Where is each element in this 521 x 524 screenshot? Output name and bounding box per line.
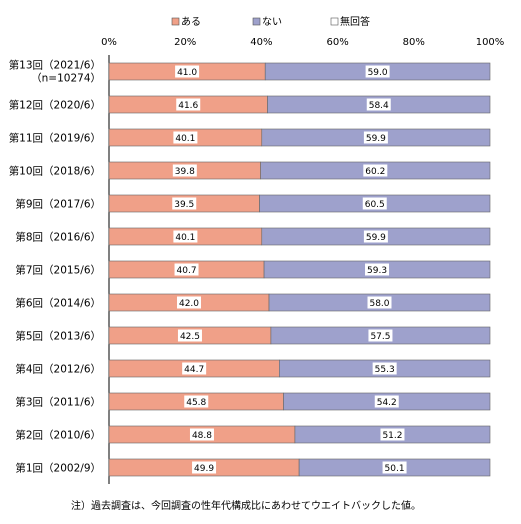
data-label: 40.7	[177, 266, 197, 276]
data-label-bg	[368, 329, 393, 342]
data-label-bg	[184, 395, 209, 408]
data-label: 40.1	[175, 134, 195, 144]
category-label: 第2回（2010/6）	[15, 429, 101, 442]
category-label: 第13回（2021/6）（n=10274）	[9, 59, 101, 85]
x-tick-label: 40%	[250, 37, 272, 48]
data-label: 59.3	[367, 266, 387, 276]
x-axis-ticks: 0% 20% 40% 60% 80% 100%	[101, 37, 504, 48]
data-label: 59.9	[366, 233, 386, 243]
category-label-line: 第10回（2018/6）	[9, 165, 101, 178]
data-label-bg	[366, 98, 391, 111]
footnote: 注）過去調査は、今回調査の性年代構成比にあわせてウエイトバックした値。	[71, 499, 421, 512]
data-label-bg	[365, 263, 390, 276]
category-label-line: 第5回（2013/6）	[15, 330, 101, 343]
data-label-bg	[192, 461, 217, 474]
data-label-bg	[382, 461, 407, 474]
category-label-line: 第2回（2010/6）	[15, 429, 101, 442]
category-label: 第9回（2017/6）	[15, 198, 101, 211]
data-label: 44.7	[184, 365, 204, 375]
x-tick-label: 60%	[326, 37, 348, 48]
data-label: 50.1	[385, 464, 405, 474]
legend-swatch-1	[252, 17, 261, 26]
legend-swatch-0	[171, 17, 180, 26]
data-label: 51.2	[382, 431, 402, 441]
data-label-bg	[175, 65, 200, 78]
data-label-bg	[182, 362, 207, 375]
data-label: 49.9	[194, 464, 214, 474]
data-label-bg	[176, 98, 201, 111]
category-label: 第12回（2020/6）	[9, 99, 101, 112]
data-label: 40.1	[175, 233, 195, 243]
x-tick-label: 0%	[101, 37, 117, 48]
data-label-bg	[172, 197, 197, 210]
category-label-line: 第13回（2021/6）	[9, 59, 101, 72]
category-label-line: 第12回（2020/6）	[9, 99, 101, 112]
data-label: 42.5	[180, 332, 200, 342]
data-label: 59.9	[366, 134, 386, 144]
legend-label-2: 無回答	[340, 15, 370, 28]
data-label: 41.0	[177, 68, 197, 78]
data-label: 48.8	[192, 431, 212, 441]
category-label-line: （n=10274）	[31, 73, 101, 85]
category-label-line: 第9回（2017/6）	[15, 198, 101, 211]
legend-label-1: ない	[262, 16, 282, 28]
category-label: 第11回（2019/6）	[9, 132, 101, 145]
x-tick-label: 100%	[476, 37, 505, 48]
data-label: 60.5	[365, 200, 385, 210]
data-label: 41.6	[178, 101, 198, 111]
data-label-bg	[172, 164, 197, 177]
data-label-bg	[363, 230, 388, 243]
data-label-bg	[177, 329, 202, 342]
category-label: 第7回（2015/6）	[15, 264, 101, 277]
category-label: 第8回（2016/6）	[15, 231, 101, 244]
category-label: 第5回（2013/6）	[15, 330, 101, 343]
data-label-bg	[363, 164, 388, 177]
data-label: 42.0	[179, 299, 199, 309]
data-label-bg	[380, 428, 405, 441]
category-label-line: 第7回（2015/6）	[15, 264, 101, 277]
data-label: 45.8	[186, 398, 206, 408]
data-label-bg	[365, 65, 390, 78]
data-label-bg	[362, 197, 387, 210]
category-label-line: 第11回（2019/6）	[9, 132, 101, 145]
category-label: 第4回（2012/6）	[15, 363, 101, 376]
data-label: 59.0	[368, 68, 388, 78]
data-label-bg	[173, 131, 198, 144]
data-label: 39.8	[175, 167, 195, 177]
data-label: 55.3	[375, 365, 395, 375]
data-label-bg	[367, 296, 392, 309]
data-label-bg	[173, 230, 198, 243]
data-label: 54.2	[377, 398, 397, 408]
x-tick-label: 20%	[174, 37, 196, 48]
category-label-line: 第1回（2002/9）	[15, 462, 101, 475]
category-label-line: 第4回（2012/6）	[15, 363, 101, 376]
category-label: 第6回（2014/6）	[15, 297, 101, 310]
data-label: 58.0	[369, 299, 389, 309]
legend: ある ない 無回答	[171, 15, 370, 28]
category-label-line: 第8回（2016/6）	[15, 231, 101, 244]
data-label-bg	[174, 263, 199, 276]
data-label-bg	[177, 296, 202, 309]
category-label-line: 第3回（2011/6）	[15, 396, 101, 409]
x-tick-label: 80%	[403, 37, 425, 48]
category-label: 第1回（2002/9）	[15, 462, 101, 475]
category-labels: 第13回（2021/6）（n=10274） 第12回（2020/6） 第11回（20…	[9, 59, 101, 475]
data-label-bg	[189, 428, 214, 441]
data-label: 58.4	[369, 101, 389, 111]
category-label-line: 第6回（2014/6）	[15, 297, 101, 310]
data-label-bg	[363, 131, 388, 144]
data-label: 57.5	[370, 332, 390, 342]
data-label: 60.2	[365, 167, 385, 177]
legend-label-0: ある	[181, 16, 201, 28]
plot-area: 41.0 59.0 41.6 58.4 40.1 59.9 39.8 60.2 39.5 60.5…	[108, 55, 491, 484]
category-label: 第10回（2018/6）	[9, 165, 101, 178]
legend-swatch-2	[330, 17, 339, 26]
category-label: 第3回（2011/6）	[15, 396, 101, 409]
data-label-bg	[372, 362, 397, 375]
data-label: 39.5	[174, 200, 194, 210]
data-label-bg	[374, 395, 399, 408]
